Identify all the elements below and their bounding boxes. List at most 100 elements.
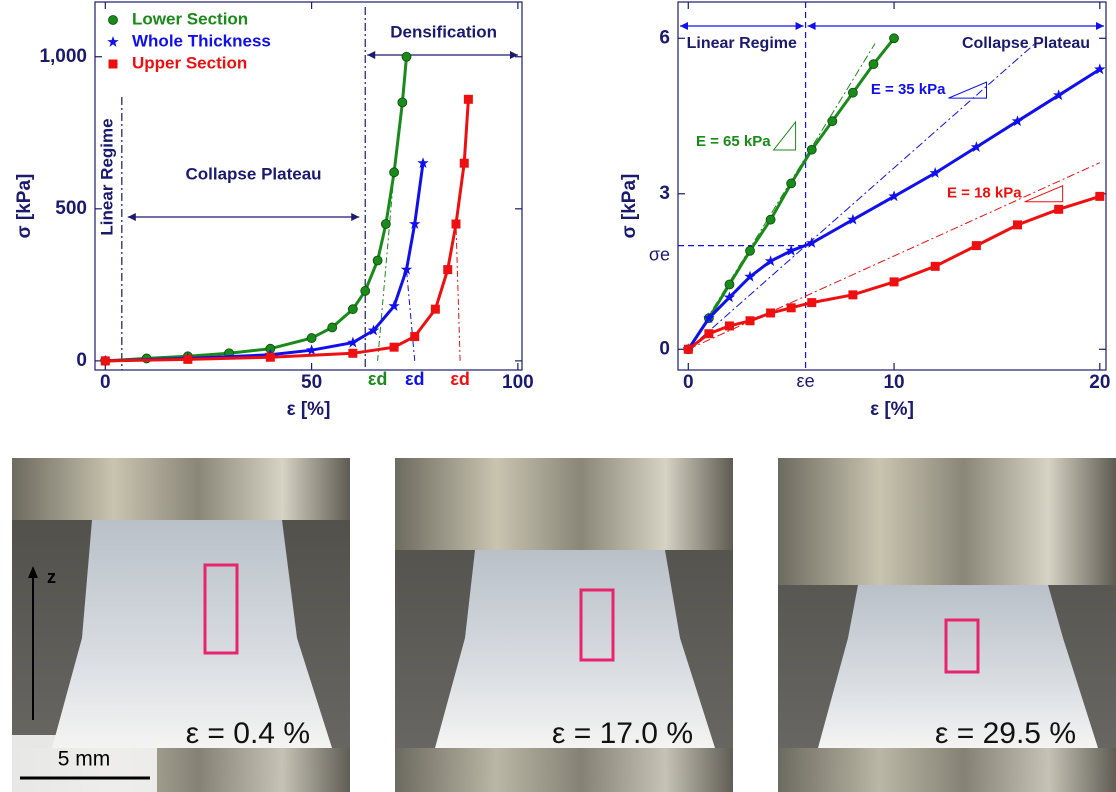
marker [348, 348, 358, 358]
modulus-label: E = 65 kPa [696, 133, 771, 150]
y-tick-label: 3 [659, 183, 670, 204]
marker [108, 15, 118, 25]
lower-platen [778, 748, 1116, 792]
plot-frame [94, 1, 523, 371]
strain-label: ε = 0.4 % [186, 717, 310, 750]
marker [463, 94, 473, 104]
y-axis-label: σ [kPa] [14, 174, 35, 239]
marker [389, 342, 399, 352]
x-tick-label: 20 [1089, 372, 1110, 393]
marker [1054, 204, 1064, 214]
marker [724, 279, 735, 290]
series-line [105, 162, 425, 363]
marker [397, 97, 408, 108]
lower-platen [395, 748, 733, 792]
marker [970, 141, 983, 152]
plateau-arrow-head [807, 22, 816, 30]
modulus-label: E = 18 kPa [947, 185, 1022, 202]
legend-label: Whole Thickness [132, 31, 271, 50]
y-tick-label: 0 [659, 338, 670, 359]
onset-label: εd [450, 369, 470, 389]
x-tick-label: 10 [883, 372, 904, 393]
marker [265, 352, 275, 362]
plot-frame [677, 1, 1107, 371]
densification-arrow-head [510, 51, 518, 59]
onset-tangent [405, 269, 416, 361]
slope-triangle [948, 81, 987, 99]
marker [443, 265, 453, 275]
scale-bar-label: 5 mm [58, 748, 111, 771]
marker [745, 316, 755, 326]
marker [108, 59, 118, 69]
foam-sample [52, 520, 332, 748]
upper-platen [12, 458, 350, 520]
fit-line [687, 43, 1036, 350]
marker [765, 214, 776, 225]
marker [305, 344, 318, 356]
upper-platen [395, 458, 733, 550]
x-tick-label: 50 [301, 372, 322, 393]
y-tick-label: 6 [659, 27, 670, 48]
regime-label: Densification [390, 22, 497, 41]
marker [380, 219, 391, 229]
marker [401, 51, 412, 62]
z-label: z [47, 567, 56, 587]
marker [806, 144, 817, 155]
slope-triangle [772, 120, 797, 151]
marker [409, 218, 421, 229]
foam-sample [818, 585, 1098, 748]
marker [847, 213, 859, 225]
regime-label: Collapse Plateau [962, 35, 1090, 52]
marker [372, 255, 383, 266]
marker [388, 300, 400, 311]
marker [848, 87, 858, 98]
marker [347, 336, 359, 348]
marker [430, 304, 440, 314]
y-tick-label: 500 [55, 198, 87, 219]
series-line [687, 68, 1101, 351]
marker [724, 321, 734, 331]
legend-label: Upper Section [132, 53, 247, 72]
y-axis-label: σ [kPa] [619, 174, 640, 239]
densification-arrow-head [367, 51, 376, 59]
regime-label: Linear Regime [97, 118, 116, 235]
foam-sample [435, 550, 715, 748]
marker [327, 322, 338, 333]
marker [723, 291, 736, 303]
marker [889, 33, 899, 44]
marker [1094, 63, 1106, 75]
region-box [203, 563, 239, 655]
marker [1013, 220, 1023, 230]
marker [410, 332, 420, 342]
marker [1011, 115, 1024, 127]
marker [306, 333, 317, 343]
marker [400, 263, 413, 275]
sigma-e-label: σe [649, 244, 670, 264]
onset-label: εd [368, 369, 388, 389]
upper-platen [778, 458, 1116, 585]
regime-label: Linear Regime [687, 35, 797, 52]
marker [971, 241, 981, 251]
marker [868, 59, 879, 70]
marker [683, 344, 693, 354]
marker [807, 298, 817, 308]
marker [785, 244, 797, 256]
marker [930, 261, 940, 271]
marker [360, 286, 371, 296]
marker [786, 178, 797, 189]
onset-tangent [377, 172, 395, 361]
y-tick-label: 1,000 [39, 46, 87, 67]
marker [459, 158, 469, 168]
marker [417, 157, 429, 168]
marker [1053, 89, 1065, 101]
marker [827, 116, 838, 127]
onset-tangent [455, 224, 461, 361]
marker [744, 270, 756, 282]
x-axis-label: ε [%] [287, 399, 331, 420]
plateau-arrow-head [1096, 22, 1104, 30]
marker [183, 354, 193, 364]
linear-arrow-head [795, 22, 804, 30]
marker [848, 290, 858, 300]
modulus-label: E = 35 kPa [871, 81, 946, 98]
